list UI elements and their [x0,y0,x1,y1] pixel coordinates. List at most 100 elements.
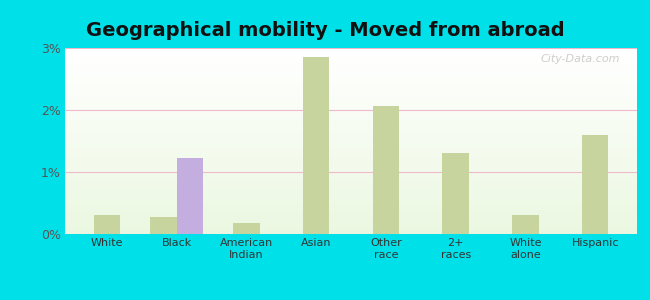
Bar [65,221,637,222]
Bar [65,175,637,176]
Bar [512,215,539,234]
Bar [65,75,637,76]
Bar [65,78,637,79]
Bar [65,86,637,87]
Bar [65,121,637,122]
Bar [65,185,637,186]
Bar [65,154,637,155]
Bar [150,217,177,234]
Bar [65,102,637,103]
Bar [65,171,637,172]
Bar [65,141,637,142]
Bar [65,103,637,104]
Bar [65,117,637,118]
Bar [65,232,637,233]
Bar [65,76,637,77]
Bar [65,118,637,119]
Bar [65,168,637,169]
Bar [65,180,637,181]
Bar [65,198,637,199]
Bar [65,152,637,153]
Bar [65,192,637,193]
Bar [65,155,637,156]
Bar [65,50,637,51]
Bar [65,182,637,183]
Bar [65,156,637,157]
Bar [65,122,637,123]
Bar [65,106,637,107]
Bar [65,206,637,207]
Bar [65,140,637,141]
Bar [65,59,637,60]
Bar [65,97,637,98]
Bar [65,53,637,54]
Bar [65,178,637,179]
Bar [65,214,637,215]
Bar [177,158,203,234]
Bar [65,204,637,205]
Bar [65,80,637,82]
Bar [65,210,637,211]
Bar [65,209,637,210]
Bar [65,218,637,219]
Bar [65,127,637,128]
Bar [65,82,637,83]
Bar [65,68,637,69]
Bar [65,69,637,70]
Bar [94,215,120,234]
Bar [65,219,637,220]
Bar [65,158,637,159]
Bar [65,148,637,149]
Bar [65,150,637,151]
Bar [65,225,637,226]
Bar [65,183,637,184]
Bar [65,114,637,115]
Bar [65,111,637,112]
Bar [65,166,637,167]
Bar [65,179,637,180]
Bar [65,161,637,162]
Text: Geographical mobility - Moved from abroad: Geographical mobility - Moved from abroa… [86,21,564,40]
Bar [65,205,637,206]
Bar [65,107,637,108]
Bar [65,108,637,110]
Bar [65,89,637,90]
Bar [65,138,637,139]
Bar [65,195,637,196]
Bar [65,99,637,100]
Bar [65,96,637,97]
Bar [65,135,637,136]
Bar [65,132,637,133]
Bar [65,226,637,227]
Bar [65,91,637,92]
Bar [65,184,637,185]
Bar [65,216,637,217]
Bar [65,87,637,88]
Bar [65,120,637,121]
Bar [65,215,637,216]
Bar [65,49,637,50]
Bar [65,176,637,177]
Bar [65,145,637,146]
Bar [65,72,637,73]
Bar [65,223,637,224]
Bar [233,223,259,234]
Bar [65,93,637,94]
Bar [65,146,637,147]
Bar [65,231,637,232]
Bar [65,51,637,52]
Bar [65,202,637,203]
Bar [65,222,637,223]
Bar [65,160,637,161]
Bar [582,135,608,234]
Bar [65,227,637,228]
Bar [65,88,637,89]
Bar [65,128,637,129]
Bar [65,90,637,91]
Bar [65,189,637,190]
Bar [65,77,637,78]
Bar [65,116,637,117]
Bar [372,106,399,234]
Bar [65,172,637,173]
Bar [65,73,637,74]
